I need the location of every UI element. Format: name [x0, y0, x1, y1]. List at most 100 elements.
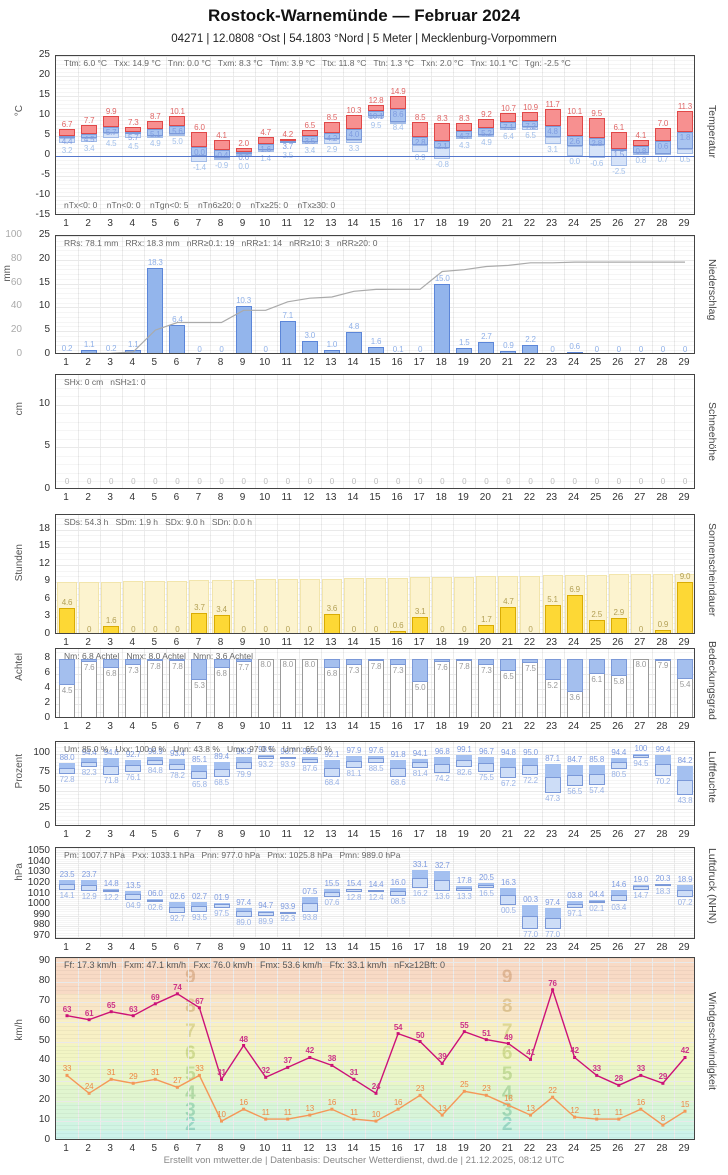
wind-gust-value: 69: [151, 992, 160, 1002]
gridline-minor: [56, 1017, 694, 1019]
sunshine-value: 4.6: [61, 598, 73, 608]
snow-value: 0: [307, 477, 312, 486]
gridline-minor: [56, 989, 694, 991]
temp-mid-bar: [301, 136, 318, 142]
gridline-minor: [56, 864, 694, 866]
luftfeuchte-min-value: 56.5: [567, 786, 582, 796]
beaufort-number: 8: [185, 995, 196, 1017]
gridline-vertical: [232, 56, 234, 214]
gridline-minor: [56, 969, 694, 971]
temp-min-value: -0.6: [590, 159, 604, 169]
y-axis-tick: 10: [38, 109, 50, 120]
y-axis-tick: 10: [38, 1114, 50, 1126]
x-axis-day-label: 2: [85, 357, 91, 368]
gridline-major: [56, 1101, 694, 1103]
temp-mid-bar: [81, 133, 98, 138]
x-axis-day-label: 8: [217, 218, 224, 229]
gridline-vertical: [100, 848, 102, 938]
gridline-vertical: [475, 515, 477, 633]
x-axis-day-label: 15: [369, 218, 381, 229]
luftdruck-max-value: 17.8: [456, 876, 472, 886]
luftdruck-min-value: 16.5: [478, 888, 494, 898]
temp-min-bar: [345, 140, 362, 143]
x-axis-day-label: 8: [217, 357, 224, 368]
gridline-minor: [56, 1133, 694, 1135]
gridline-vertical: [78, 649, 80, 717]
gridline-major: [56, 1041, 694, 1043]
gridline-major: [56, 547, 694, 549]
gridline-vertical: [651, 236, 653, 353]
x-axis-day-label: 27: [634, 942, 646, 953]
wind-mean-value: 10: [371, 1110, 381, 1120]
gridline-vertical: [166, 958, 168, 1139]
gridline-vertical: [320, 848, 322, 938]
temp-min-value: 0.0: [238, 162, 249, 171]
x-axis-day-label: 27: [634, 218, 646, 229]
gridline-vertical: [320, 56, 322, 214]
x-axis-day-label: 1: [63, 721, 69, 732]
wind-mean-value: 13: [305, 1104, 315, 1114]
x-axis-day-label: 9: [239, 357, 246, 368]
wind-gust-value: 63: [62, 1004, 72, 1014]
gridline-vertical: [629, 56, 631, 214]
gridline-minor: [56, 993, 694, 995]
luftfeuchte-min-value: 93.2: [258, 760, 274, 770]
x-axis-day-label: 12: [303, 942, 315, 953]
gridline-minor: [56, 297, 694, 299]
gridline-vertical: [276, 515, 278, 633]
gridline-vertical: [475, 848, 477, 938]
luftdruck-max-value: 97.4: [236, 897, 251, 907]
gridline-minor: [56, 1125, 694, 1127]
x-axis-day-label: 11: [281, 357, 292, 368]
x-axis-day-label: 28: [656, 1143, 668, 1154]
precip-bar: [81, 349, 98, 353]
y-axis-tick: 3: [44, 610, 50, 622]
precip-value: 0: [263, 345, 268, 354]
luftfeuchte-max-value: 84.2: [677, 755, 693, 765]
x-axis-day-label: 3: [107, 942, 113, 953]
gridline-minor: [56, 1097, 694, 1099]
luftdruck-max-value: 03.8: [567, 891, 582, 901]
x-axis-day-label: 15: [369, 942, 381, 953]
x-axis-day-label: 5: [151, 1143, 158, 1154]
precip-value: 0: [418, 345, 423, 354]
sunshine-bar: [588, 620, 605, 633]
luftfeuchte-max-value: 85.1: [192, 755, 207, 765]
luftdruck-min-value: 89.0: [236, 917, 251, 927]
x-axis-day-label: 19: [457, 721, 469, 732]
temp-min-value: 2.9: [326, 145, 338, 155]
precip-bar: [169, 324, 186, 353]
temp-max-value: 10.9: [523, 103, 538, 113]
snow-value: 0: [241, 477, 246, 486]
luftfeuchte-upper-bar: [390, 760, 407, 769]
daylight-bar: [255, 579, 276, 633]
luftdruck-min-value: 16.2: [412, 888, 428, 898]
cloud-value: 5.3: [194, 680, 205, 690]
gridline-vertical: [497, 515, 499, 633]
temp-max-value: 4.1: [216, 130, 227, 140]
gridline-vertical: [78, 56, 80, 214]
gridline-vertical: [585, 742, 587, 825]
temp-min-bar: [390, 121, 407, 124]
sunshine-value: 0: [175, 625, 180, 634]
temp-min-value: 4.5: [105, 139, 117, 148]
x-axis-day-label: 10: [259, 357, 271, 368]
gridline-vertical: [100, 236, 102, 353]
luftfeuchte-max-value: 96.9: [147, 746, 163, 756]
luftdruck-min-value: 77.0: [523, 930, 538, 939]
gridline-minor: [56, 212, 694, 213]
gridline-vertical: [431, 375, 433, 488]
gridline-vertical: [320, 375, 322, 488]
gridline-minor: [56, 747, 694, 749]
gridline-vertical: [276, 56, 278, 214]
wind-mean-value: 11: [592, 1108, 601, 1118]
x-axis-day-label: 13: [325, 721, 337, 732]
gridline-vertical: [254, 515, 256, 633]
gridline-major: [56, 136, 694, 137]
gridline-minor: [56, 909, 694, 911]
cloud-bar: [566, 659, 583, 693]
gridline-vertical: [497, 958, 499, 1139]
luftdruck-max-value: 93.9: [280, 901, 296, 911]
gridline-vertical: [188, 958, 190, 1139]
y-axis-unit-label: mm: [2, 264, 13, 282]
